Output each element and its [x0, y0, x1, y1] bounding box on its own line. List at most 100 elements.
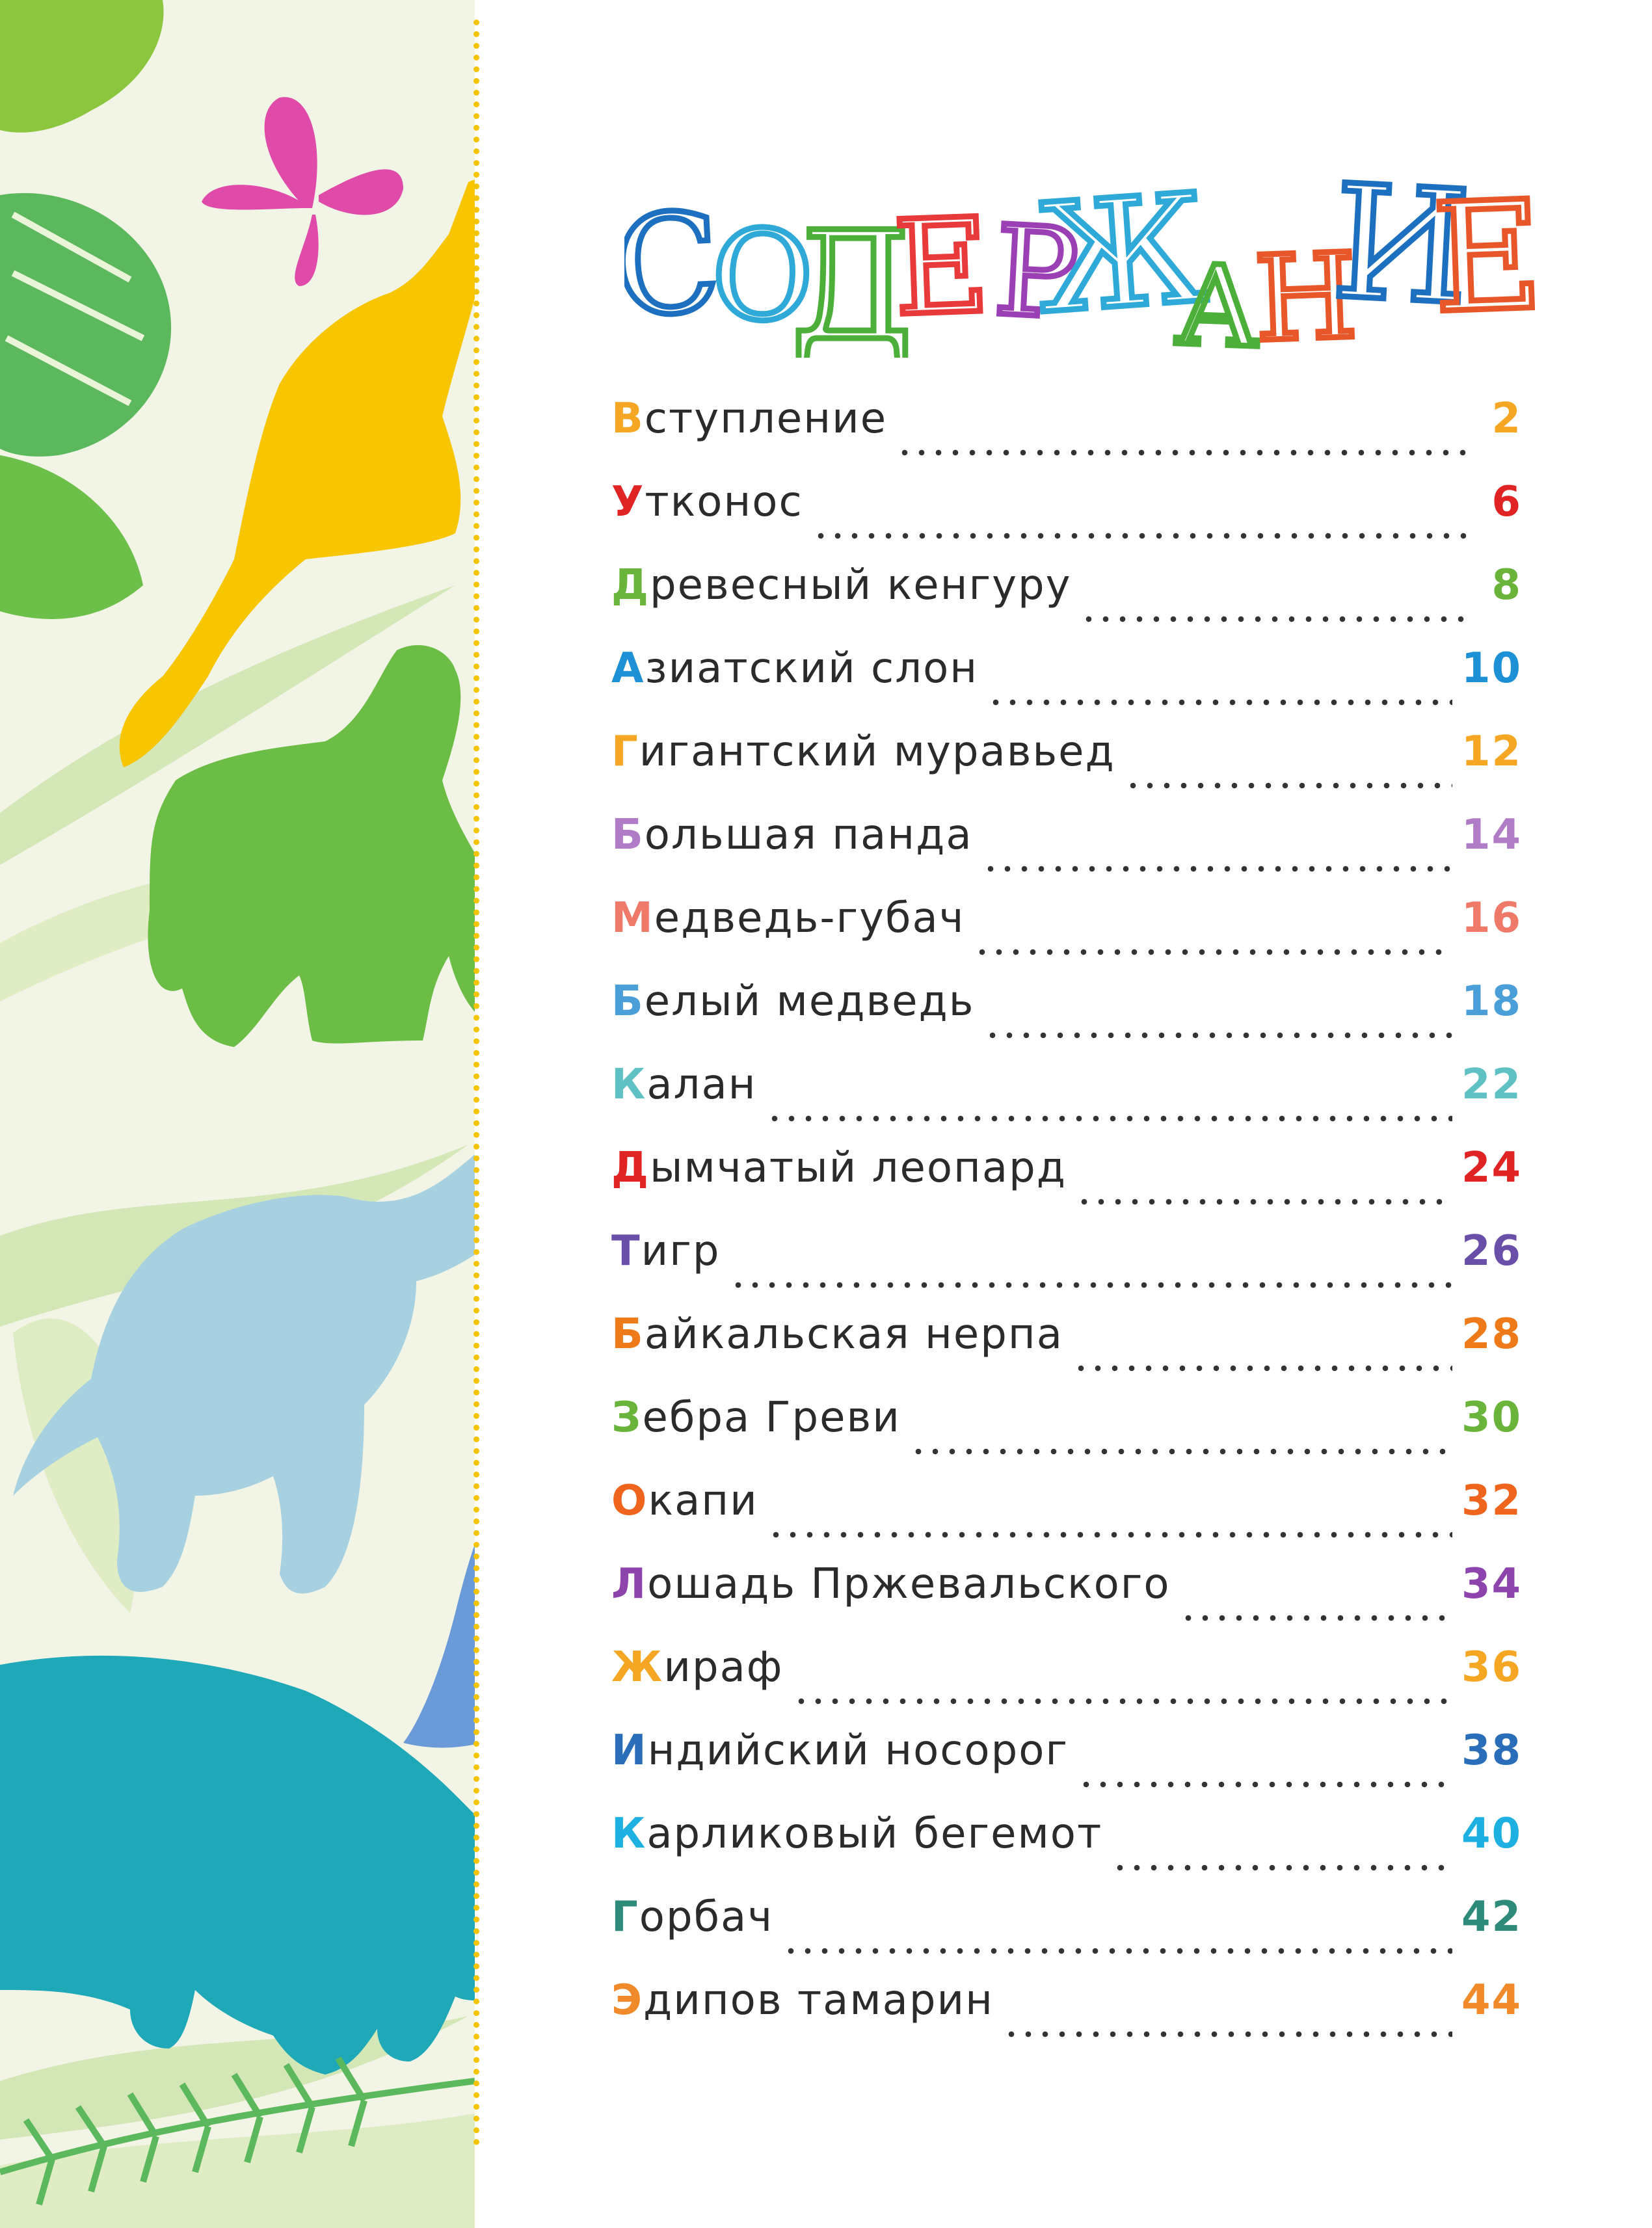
entry-title: ольшая панда	[644, 811, 973, 859]
entry-page-number: 40	[1461, 1810, 1522, 1858]
entry-title: дипов тамарин	[643, 1976, 994, 2024]
entry-initial: Ж	[611, 1643, 664, 1691]
title-letter: Е	[1430, 169, 1535, 347]
entry-initial: И	[611, 1727, 648, 1775]
illustration-panel	[0, 0, 475, 2228]
entry-title: алан	[646, 1061, 757, 1109]
entry-initial: Б	[611, 1310, 645, 1359]
monstera-leaves	[0, 0, 172, 619]
entry-initial: Б	[611, 811, 645, 859]
dot-leader	[1112, 1843, 1452, 1876]
entry-initial: А	[611, 644, 645, 693]
entry-initial: Л	[611, 1560, 648, 1608]
entry-title: ымчатый леопард	[650, 1144, 1067, 1192]
dot-leader	[812, 511, 1467, 544]
entry-title: капи	[648, 1477, 758, 1525]
entry-initial: Д	[611, 561, 650, 609]
entry-page-number: 26	[1461, 1227, 1522, 1275]
entry-title: ступление	[644, 395, 888, 443]
entry-initial: Г	[611, 728, 639, 776]
dot-leader	[1179, 1593, 1452, 1626]
title-letter: И	[1329, 163, 1474, 339]
hippo-silhouette	[0, 1655, 475, 2075]
entry-title: ошадь Пржевальского	[647, 1560, 1171, 1608]
entry-initial: К	[611, 1810, 647, 1858]
entry-page-number: 32	[1461, 1477, 1522, 1525]
entry-title: едведь-губач	[654, 894, 965, 942]
elephant-silhouette	[13, 1154, 475, 1594]
dot-leader	[1077, 1760, 1452, 1792]
entry-initial: О	[611, 1477, 648, 1525]
entry-title: игр	[641, 1227, 721, 1275]
entry-initial: У	[611, 478, 645, 526]
kangaroo-silhouette	[119, 179, 475, 767]
dot-leader	[1002, 2009, 1452, 2042]
entry-initial: К	[611, 1061, 647, 1109]
dot-leader	[767, 1510, 1452, 1543]
entry-page-number: 16	[1461, 894, 1522, 942]
entry-page-number: 38	[1461, 1727, 1522, 1775]
dot-leader	[729, 1260, 1452, 1293]
entry-page-number: 6	[1491, 478, 1522, 526]
dotted-divider	[473, 20, 479, 2146]
entry-page-number: 30	[1461, 1394, 1522, 1442]
entry-page-number: 22	[1461, 1061, 1522, 1109]
butterfly-silhouette	[202, 97, 403, 286]
entry-title: ревесный кенгуру	[650, 561, 1072, 609]
entry-title: ебра Греви	[642, 1394, 901, 1442]
bear-silhouette	[148, 645, 475, 1047]
dot-leader	[896, 428, 1467, 460]
entry-page-number: 14	[1461, 811, 1522, 859]
dot-leader	[983, 1011, 1452, 1043]
entry-title: ндийский носорог	[647, 1727, 1069, 1775]
title-letter: Д	[792, 200, 913, 358]
dot-leader	[974, 927, 1452, 960]
entry-initial: М	[611, 894, 654, 942]
dot-leader	[792, 1677, 1452, 1709]
entry-page-number: 2	[1491, 395, 1522, 443]
entry-title: елый медведь	[644, 977, 975, 1026]
entry-page-number: 36	[1461, 1643, 1522, 1691]
entry-title: тконос	[645, 478, 803, 526]
dot-leader	[1124, 761, 1452, 793]
title-letter: Е	[892, 191, 992, 345]
dot-leader	[909, 1427, 1452, 1459]
entry-page-number: 8	[1491, 561, 1522, 609]
title-letter: С	[624, 183, 724, 347]
dot-leader	[766, 1094, 1452, 1126]
entry-title: орбач	[639, 1893, 774, 1941]
entry-title: ираф	[663, 1643, 784, 1691]
entry-page-number: 18	[1461, 977, 1522, 1026]
dot-leader	[782, 1926, 1452, 1959]
title-letter: А	[1173, 241, 1262, 358]
title-letter: Ж	[1032, 163, 1211, 347]
dot-leader	[1072, 1344, 1452, 1376]
entry-page-number: 10	[1461, 644, 1522, 693]
entry-initial: В	[611, 395, 645, 443]
entry-initial: Т	[611, 1227, 641, 1275]
entry-page-number: 12	[1461, 728, 1522, 776]
entry-initial: Б	[611, 977, 645, 1026]
